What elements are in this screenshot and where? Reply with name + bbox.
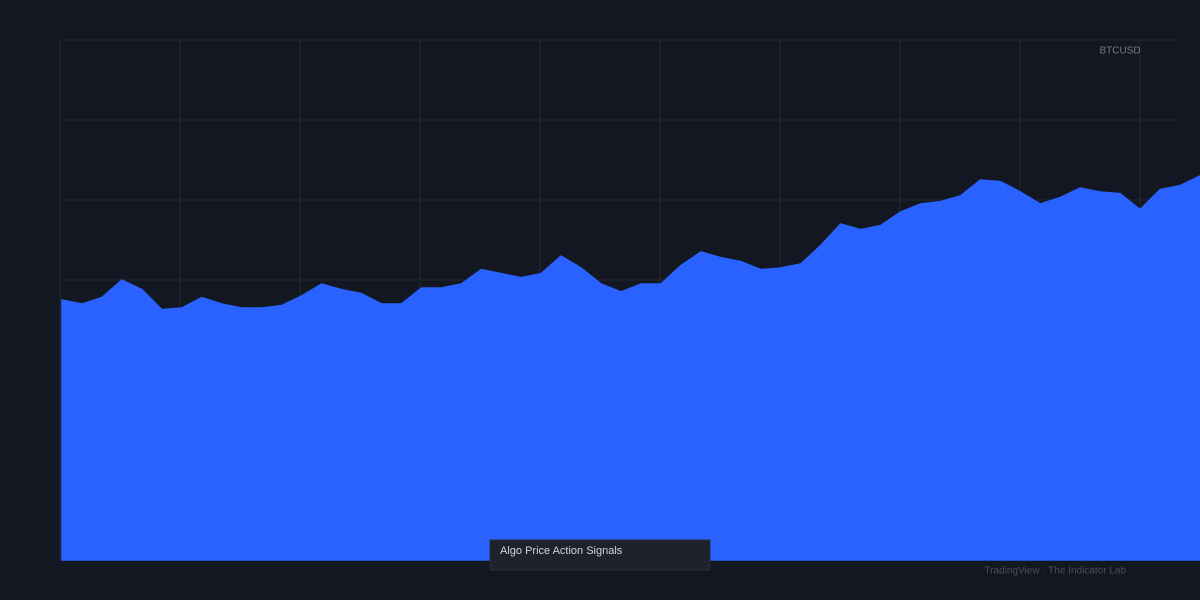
plot	[60, 39, 1200, 561]
watermark: TradingView · The Indicator Lab	[984, 566, 1126, 577]
symbol-label: BTCUSD	[1099, 46, 1140, 57]
indicator-label[interactable]: Algo Price Action Signals	[500, 545, 623, 557]
indicator-box[interactable]	[489, 539, 711, 571]
area	[61, 175, 1200, 561]
